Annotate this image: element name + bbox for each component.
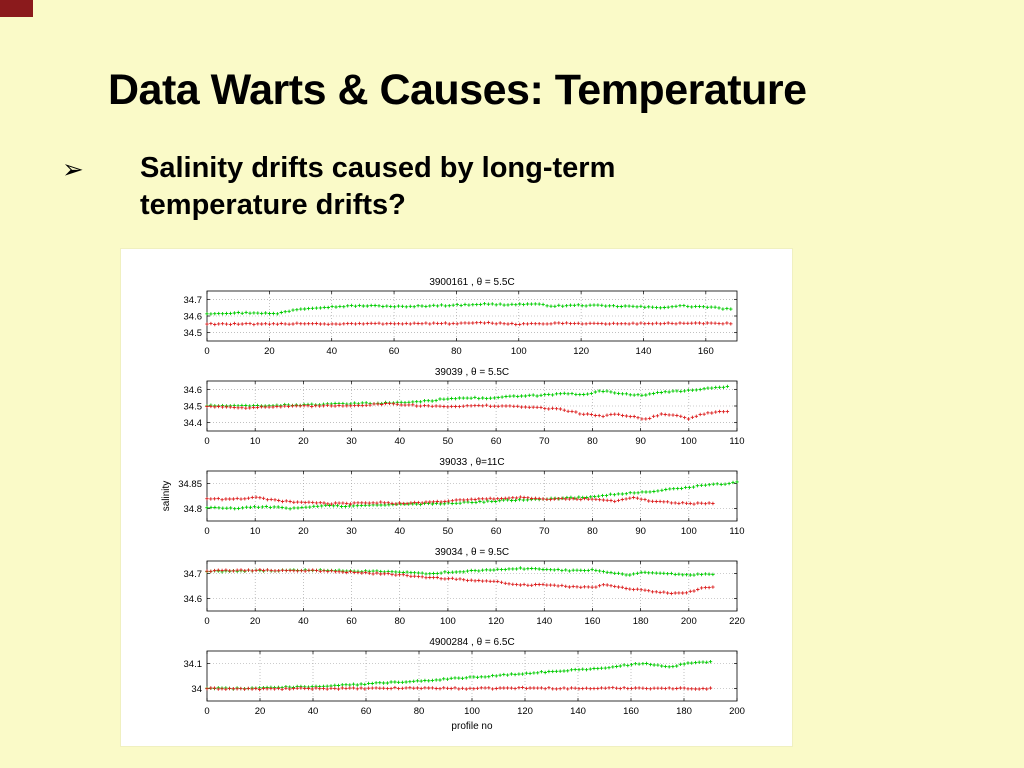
svg-text:34.8: 34.8	[184, 504, 203, 515]
svg-text:0: 0	[204, 346, 209, 357]
slide-title: Data Warts & Causes: Temperature	[108, 66, 807, 114]
svg-text:160: 160	[623, 706, 639, 717]
svg-text:0: 0	[204, 526, 209, 537]
svg-text:60: 60	[361, 706, 372, 717]
svg-text:200: 200	[681, 616, 697, 627]
svg-text:200: 200	[729, 706, 745, 717]
svg-text:0: 0	[204, 616, 209, 627]
svg-text:140: 140	[636, 346, 652, 357]
svg-text:20: 20	[264, 346, 275, 357]
svg-text:10: 10	[250, 436, 261, 447]
svg-text:120: 120	[573, 346, 589, 357]
svg-text:39039 , θ = 5.5C: 39039 , θ = 5.5C	[435, 367, 509, 378]
svg-text:60: 60	[346, 616, 357, 627]
svg-text:4900284 , θ = 6.5C: 4900284 , θ = 6.5C	[429, 637, 514, 648]
svg-text:70: 70	[539, 436, 550, 447]
svg-text:20: 20	[255, 706, 266, 717]
bullet-arrow-icon: ➢	[62, 154, 84, 184]
svg-text:180: 180	[676, 706, 692, 717]
bullet-item: ➢ Salinity drifts caused by long-term te…	[62, 150, 760, 224]
svg-text:34.6: 34.6	[184, 312, 203, 323]
svg-text:salinity: salinity	[161, 481, 172, 512]
svg-text:profile no: profile no	[451, 721, 493, 732]
svg-text:30: 30	[346, 526, 357, 537]
svg-text:60: 60	[491, 526, 502, 537]
svg-text:60: 60	[491, 436, 502, 447]
svg-text:3900161 , θ = 5.5C: 3900161 , θ = 5.5C	[429, 277, 514, 288]
svg-text:160: 160	[698, 346, 714, 357]
svg-text:80: 80	[451, 346, 462, 357]
svg-text:34.6: 34.6	[184, 594, 203, 605]
svg-text:80: 80	[414, 706, 425, 717]
svg-text:140: 140	[536, 616, 552, 627]
svg-text:34.85: 34.85	[178, 479, 202, 490]
svg-text:0: 0	[204, 706, 209, 717]
svg-text:34.4: 34.4	[184, 418, 203, 429]
svg-text:100: 100	[511, 346, 527, 357]
svg-text:39034 , θ = 9.5C: 39034 , θ = 9.5C	[435, 547, 509, 558]
svg-text:140: 140	[570, 706, 586, 717]
svg-text:34.7: 34.7	[184, 569, 203, 580]
svg-text:100: 100	[681, 436, 697, 447]
svg-text:20: 20	[298, 436, 309, 447]
svg-text:80: 80	[394, 616, 405, 627]
svg-text:80: 80	[587, 526, 598, 537]
svg-text:20: 20	[250, 616, 261, 627]
svg-text:34.5: 34.5	[184, 328, 203, 339]
svg-text:30: 30	[346, 436, 357, 447]
svg-text:34.5: 34.5	[184, 402, 203, 413]
svg-text:20: 20	[298, 526, 309, 537]
svg-text:40: 40	[308, 706, 319, 717]
bullet-text: Salinity drifts caused by long-term temp…	[140, 152, 616, 221]
svg-text:50: 50	[443, 526, 454, 537]
svg-text:220: 220	[729, 616, 745, 627]
svg-text:40: 40	[394, 436, 405, 447]
svg-text:50: 50	[443, 436, 454, 447]
svg-text:110: 110	[729, 526, 744, 537]
svg-text:39033 , θ=11C: 39033 , θ=11C	[439, 457, 504, 468]
svg-text:40: 40	[298, 616, 309, 627]
svg-text:100: 100	[464, 706, 480, 717]
svg-text:40: 40	[394, 526, 405, 537]
svg-text:40: 40	[326, 346, 337, 357]
svg-text:34: 34	[191, 684, 202, 695]
svg-text:120: 120	[488, 616, 504, 627]
svg-text:90: 90	[635, 436, 646, 447]
svg-text:70: 70	[539, 526, 550, 537]
svg-text:100: 100	[681, 526, 697, 537]
svg-text:34.7: 34.7	[184, 295, 203, 306]
svg-text:34.1: 34.1	[184, 659, 203, 670]
svg-text:80: 80	[587, 436, 598, 447]
svg-text:10: 10	[250, 526, 261, 537]
svg-text:160: 160	[585, 616, 601, 627]
svg-text:100: 100	[440, 616, 456, 627]
svg-text:0: 0	[204, 436, 209, 447]
svg-text:180: 180	[633, 616, 649, 627]
corner-accent	[0, 0, 33, 17]
svg-text:34.6: 34.6	[184, 385, 203, 396]
svg-text:60: 60	[389, 346, 400, 357]
figure-panel: 0 20 40 60 80 100 120 140 160 34.5 34.6 34.7 3900161…	[121, 249, 792, 746]
salinity-figure: 0 20 40 60 80 100 120 140 16034.534.634.73900161…	[161, 277, 745, 732]
svg-text:110: 110	[729, 436, 744, 447]
svg-text:120: 120	[517, 706, 533, 717]
svg-text:90: 90	[635, 526, 646, 537]
